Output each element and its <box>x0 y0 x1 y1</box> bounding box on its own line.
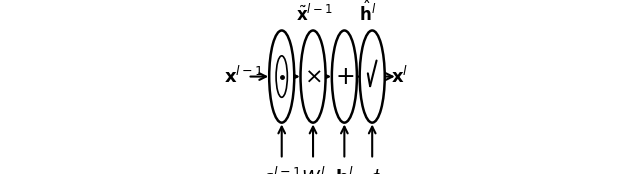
Text: $W^l$: $W^l$ <box>301 167 325 174</box>
Text: $\mathbf{x}^{l}$: $\mathbf{x}^{l}$ <box>392 66 409 87</box>
Text: $\tilde{\mathbf{x}}^{l-1}$: $\tilde{\mathbf{x}}^{l-1}$ <box>296 4 333 25</box>
Text: $\times$: $\times$ <box>304 67 322 86</box>
Ellipse shape <box>269 30 294 123</box>
Text: $+$: $+$ <box>335 65 354 89</box>
Text: $\mathbf{x}^{l-1}$: $\mathbf{x}^{l-1}$ <box>223 66 263 87</box>
Ellipse shape <box>301 30 326 123</box>
Text: $\hat{\mathbf{h}}^l$: $\hat{\mathbf{h}}^l$ <box>358 1 376 25</box>
Text: $\phi$: $\phi$ <box>369 167 383 174</box>
Ellipse shape <box>360 30 385 123</box>
Text: $\epsilon^{l-1}$: $\epsilon^{l-1}$ <box>262 167 301 174</box>
Text: $\mathbf{b}^l$: $\mathbf{b}^l$ <box>335 167 354 174</box>
Ellipse shape <box>332 30 357 123</box>
Ellipse shape <box>276 56 287 97</box>
